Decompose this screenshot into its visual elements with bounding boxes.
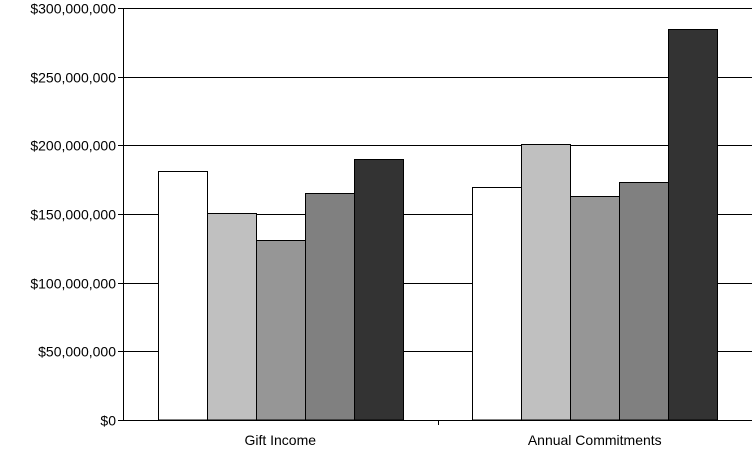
bar (570, 196, 620, 421)
y-tick-label: $250,000,000 (30, 70, 116, 86)
y-tick-label: $150,000,000 (30, 207, 116, 223)
bar (619, 182, 669, 421)
bar (668, 29, 718, 421)
bar (354, 159, 404, 421)
bars (158, 29, 718, 421)
bar (207, 213, 257, 421)
y-tick-label: $0 (100, 413, 116, 429)
y-tick-label: $300,000,000 (30, 1, 116, 17)
x-axis-category-labels: Gift Income Annual Commitments (244, 432, 661, 448)
bar (158, 171, 208, 421)
x-category-label: Gift Income (244, 432, 316, 448)
axes (118, 8, 752, 425)
bar (305, 193, 355, 421)
y-tick-label: $200,000,000 (30, 138, 116, 154)
y-tick-label: $50,000,000 (38, 344, 116, 360)
bar (256, 240, 306, 421)
y-tick-label: $100,000,000 (30, 276, 116, 292)
y-axis-tick-labels: $0 $50,000,000 $100,000,000 $150,000,000 $20… (30, 1, 116, 429)
bar (521, 144, 571, 421)
bar (472, 187, 522, 421)
x-category-label: Annual Commitments (528, 432, 662, 448)
